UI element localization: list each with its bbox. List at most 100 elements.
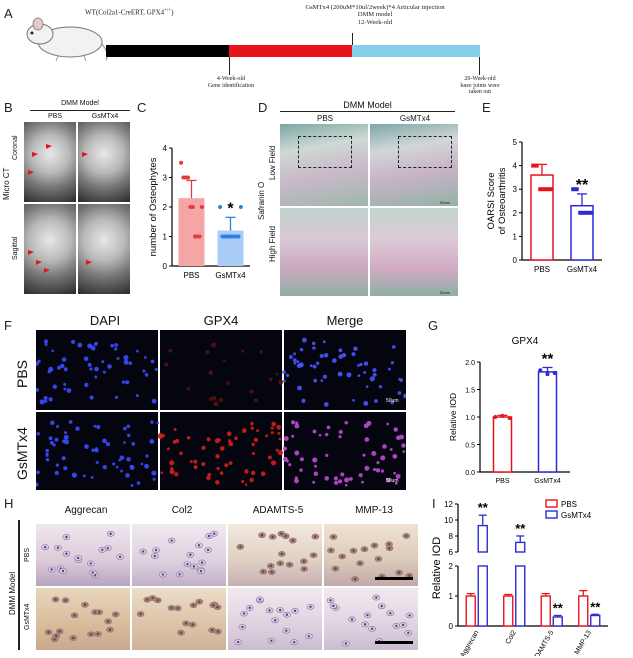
nucleus [102,464,107,470]
nucleus [253,437,259,443]
panel-f-row-gsmtx4: GsMTx4 [14,427,30,480]
nucleus [54,470,59,475]
nucleus [319,354,324,358]
nucleus [96,424,101,430]
nucleus [52,384,58,389]
chondrocyte-nucleus [242,612,246,615]
nucleus [250,470,256,476]
nucleus [393,427,398,432]
nucleus [36,388,39,392]
chondrocyte-nucleus [405,534,408,538]
nucleus [390,361,394,365]
y-tick-label: 6 [449,548,454,557]
nucleus [169,460,175,466]
data-point [548,187,553,192]
chondrocyte-nucleus [141,550,145,553]
nucleus [224,463,229,468]
nucleus [301,398,306,403]
nucleus [107,364,112,369]
nucleus [149,438,155,444]
y-tick-label: 1 [449,592,454,601]
nucleus [150,359,155,364]
nucleus [160,471,164,474]
ihc-col-mmp13: MMP-13 [355,505,393,516]
nucleus [359,362,363,367]
ihc-cell-overlay [41,530,414,647]
timeline-segment-pre [106,45,229,57]
chondrocyte-nucleus [302,567,306,571]
nucleus [338,348,343,353]
y-axis-label: Relative IOD [431,537,443,599]
nucleus [256,429,260,433]
nucleus [282,370,286,375]
nucleus [283,379,286,383]
nucleus [55,463,60,467]
y-tick-label: 2 [449,562,454,571]
nucleus [189,460,193,464]
chondrocyte-nucleus [270,570,273,574]
x-tick-label: PBS [183,271,199,280]
data-point [197,234,202,239]
chondrocyte-nucleus [114,613,117,616]
chondrocyte-nucleus [407,631,410,635]
nucleus [150,420,154,424]
nucleus [123,441,126,444]
nucleus [119,455,125,461]
nucleus [313,378,318,383]
nucleus [244,469,249,474]
nucleus [371,450,377,457]
nucleus [362,453,366,457]
nucleus [127,433,131,438]
nucleus [61,456,66,461]
nucleus [125,473,130,478]
panel-i-label: I [432,496,436,511]
chondrocyte-nucleus [106,547,109,550]
nucleus [105,441,111,447]
nucleus [378,385,383,389]
panel-d-scale-2: 50um [440,290,451,295]
nucleus [36,482,39,487]
timeline-end-annotation: 20-Week-old knee joints were taken out [460,76,500,96]
ihc-scale-bar-1 [375,577,413,580]
nucleus [60,363,65,369]
nucleus [395,435,401,441]
panel-e-label: E [482,100,491,115]
nucleus [151,398,157,404]
nucleus [294,478,299,484]
chondrocyte-nucleus [65,535,68,539]
chondrocyte-nucleus [170,606,173,610]
nucleus [288,463,292,467]
nucleus [91,448,96,453]
nucleus [275,448,279,452]
panel-g-label: G [428,318,439,333]
nucleus [56,425,60,429]
panel-b-col-gsmtx4: GsMTx4 [91,113,119,120]
merge-gsmtx4 [284,412,406,490]
chondrocyte-nucleus [350,618,354,621]
significance-mark: ** [590,599,601,614]
nucleus [364,465,370,471]
nucleus [337,479,343,484]
nucleus [227,439,231,443]
nucleus [54,437,59,442]
nucleus [291,420,296,425]
timeline-top-annotation: GsMTx4 (200uM*10ul/2week)*4 Articular in… [305,4,445,26]
nucleus [353,346,358,351]
nucleus [294,423,300,429]
panel-b-col-pbs: PBS [47,113,62,120]
nucleus [57,365,62,370]
chondrocyte-nucleus [268,609,271,612]
nucleus [43,395,48,401]
nucleus [297,385,302,391]
panel-h-row-pbs: PBS [24,547,31,562]
data-point [534,163,539,168]
chondrocyte-nucleus [375,596,378,599]
nucleus [324,476,329,481]
nucleus [215,454,220,459]
y-axis-label: number of Osteophytes [148,157,159,256]
nucleus [110,343,114,348]
significance-mark: ** [515,521,526,536]
ihc-mmp13-gsmtx4 [324,588,418,650]
chondrocyte-nucleus [408,614,411,617]
data-point [585,210,590,215]
